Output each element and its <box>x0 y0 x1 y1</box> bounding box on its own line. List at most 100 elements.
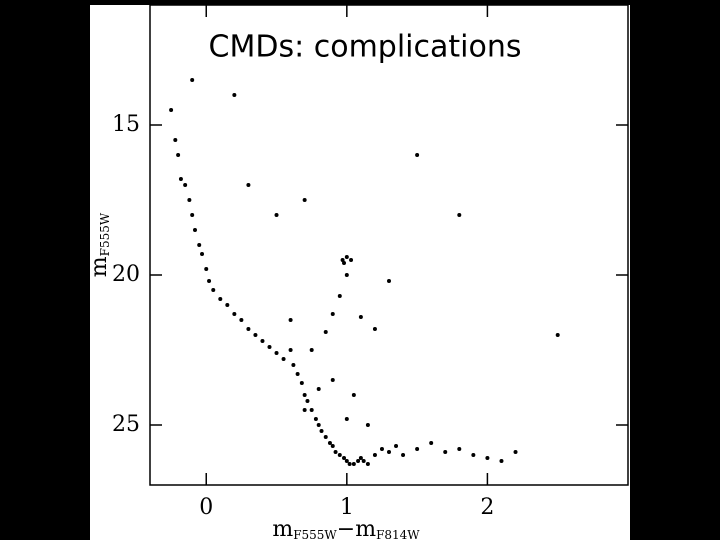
x-tick-label: 2 <box>480 495 494 520</box>
star-point <box>337 294 342 298</box>
star-point <box>288 318 293 322</box>
star-point <box>342 456 347 460</box>
star-point <box>387 279 391 283</box>
star-point <box>319 429 324 433</box>
star-point <box>361 459 366 463</box>
star-point <box>513 450 518 454</box>
star-point <box>232 93 237 97</box>
star-point <box>305 399 310 403</box>
chart-title: CMDs: complications <box>209 30 522 65</box>
star-point <box>197 243 202 247</box>
star-point <box>313 417 318 421</box>
star-point <box>267 345 272 349</box>
star-point <box>485 456 490 460</box>
star-point <box>302 198 307 202</box>
star-point <box>365 462 370 466</box>
star-point <box>344 459 349 463</box>
star-point <box>351 462 356 466</box>
star-point <box>232 312 237 316</box>
star-point <box>260 339 265 343</box>
star-point <box>200 252 205 256</box>
star-point <box>429 441 434 445</box>
star-point <box>211 288 216 292</box>
star-point <box>207 279 212 283</box>
star-point <box>169 108 174 112</box>
star-point <box>253 333 258 337</box>
star-point <box>239 318 244 322</box>
star-point <box>274 213 279 217</box>
star-point <box>330 378 335 382</box>
star-point <box>415 153 420 157</box>
x-label-sub: F555W <box>293 528 337 540</box>
star-point <box>415 447 420 451</box>
y-axis-label: mF555W <box>87 212 112 277</box>
star-point <box>394 444 399 448</box>
plot-panel <box>90 5 630 540</box>
star-point <box>344 273 349 277</box>
plot-frame <box>149 4 629 486</box>
star-point <box>309 348 314 352</box>
y-tick-label: 20 <box>112 262 140 287</box>
star-point <box>246 183 251 187</box>
star-point <box>187 198 192 202</box>
star-point <box>330 444 335 448</box>
star-point <box>356 459 361 463</box>
x-label-sep: −m <box>337 517 376 540</box>
star-point <box>471 453 476 457</box>
star-point <box>379 447 384 451</box>
star-point <box>190 213 195 217</box>
star-point <box>333 450 338 454</box>
star-point <box>183 183 188 187</box>
star-point <box>327 441 332 445</box>
y-label-main: m <box>87 256 112 277</box>
y-tick-label: 25 <box>112 412 140 437</box>
star-point <box>246 327 251 331</box>
star-point <box>323 330 328 334</box>
star-point <box>372 327 377 331</box>
star-point <box>401 453 406 457</box>
x-label-main: m <box>272 517 293 540</box>
star-point <box>176 153 181 157</box>
star-point <box>295 372 300 376</box>
star-point <box>372 453 377 457</box>
star-point <box>316 423 321 427</box>
star-point <box>340 258 345 262</box>
star-point <box>178 177 183 181</box>
x-label-sub2: F814W <box>376 528 420 540</box>
star-point <box>347 462 352 466</box>
star-point <box>351 393 356 397</box>
star-point <box>192 228 197 232</box>
star-point <box>342 261 347 265</box>
star-point <box>358 315 363 319</box>
star-point <box>387 450 391 454</box>
star-point <box>281 357 286 361</box>
star-point <box>349 258 354 262</box>
star-point <box>173 138 178 142</box>
x-axis-label: mF555W−mF814W <box>272 517 420 540</box>
star-point <box>288 348 293 352</box>
star-point <box>316 387 321 391</box>
star-point <box>274 351 279 355</box>
star-point <box>499 459 504 463</box>
star-point <box>330 312 335 316</box>
star-point <box>337 453 342 457</box>
star-point <box>457 447 462 451</box>
star-point <box>302 393 307 397</box>
y-tick-label: 15 <box>112 112 140 137</box>
star-point <box>309 408 314 412</box>
star-point <box>365 423 370 427</box>
star-point <box>302 408 307 412</box>
star-point <box>291 363 296 367</box>
star-point <box>204 267 209 271</box>
star-point <box>555 333 560 337</box>
star-point <box>225 303 230 307</box>
star-point <box>344 255 349 259</box>
star-point <box>299 381 304 385</box>
star-point <box>457 213 462 217</box>
star-point <box>443 450 448 454</box>
star-point <box>218 297 223 301</box>
star-point <box>190 78 195 82</box>
x-tick-label: 0 <box>199 495 213 520</box>
star-point <box>344 417 349 421</box>
